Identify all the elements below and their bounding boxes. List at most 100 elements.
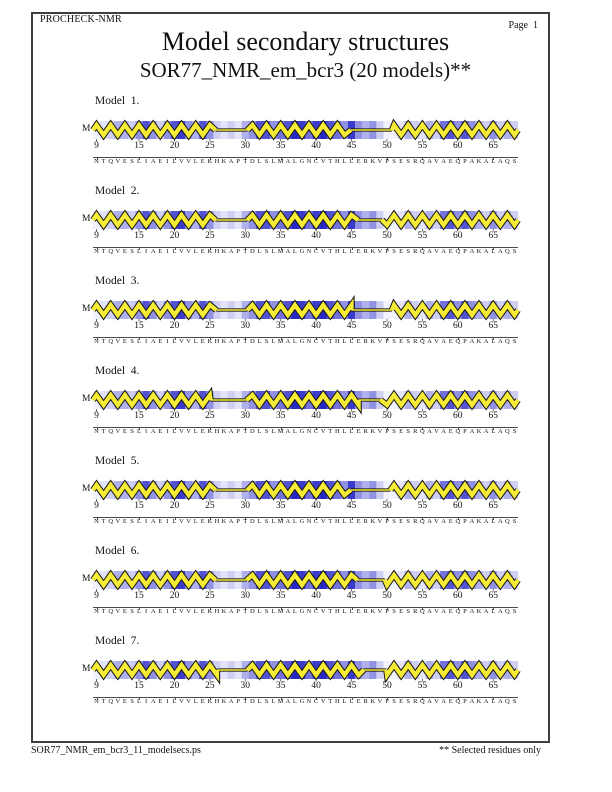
sequence-axis-tick bbox=[422, 248, 424, 250]
axis-tick-labels: 9 15 20 25 30 35 40 45 50 55 60 65 bbox=[80, 411, 540, 422]
chain-start-label: M bbox=[82, 574, 91, 584]
axis-tick-label: 50 bbox=[382, 681, 392, 691]
sequence-letter: A bbox=[228, 698, 234, 705]
secondary-structure-band bbox=[90, 295, 521, 322]
sequence-letter: E bbox=[399, 428, 404, 435]
sequence-letter: Q bbox=[420, 698, 425, 705]
sequence-letter: A bbox=[441, 248, 446, 255]
sequence-letter: K bbox=[476, 248, 482, 255]
sequence-letter: L bbox=[271, 248, 276, 255]
sequence-axis-tick bbox=[351, 698, 353, 700]
sequence-letter: T bbox=[243, 158, 248, 165]
sequence-letter: A bbox=[150, 338, 156, 345]
sequence-letter: S bbox=[512, 428, 517, 435]
sequence-letter: L bbox=[172, 608, 177, 615]
sequence-letter: S bbox=[130, 428, 134, 435]
axis-tick-label: 60 bbox=[453, 501, 463, 511]
sequence-letter: L bbox=[137, 338, 141, 345]
sequence-letter: Q bbox=[505, 518, 510, 525]
sequence-letter: Q bbox=[455, 248, 461, 255]
sequence-letter: V bbox=[186, 518, 191, 525]
sequence-letter: A bbox=[441, 428, 446, 435]
sequence-letter: V bbox=[434, 608, 439, 615]
chain-start-label: M bbox=[82, 484, 91, 494]
sequence-letter: Q bbox=[108, 158, 114, 165]
sequence-letter: N bbox=[306, 608, 312, 615]
sequence-letter: K bbox=[221, 248, 227, 255]
sequence-letter: Q bbox=[455, 338, 461, 345]
axis-tick-label: 55 bbox=[417, 231, 428, 241]
sequence-letter: P bbox=[236, 248, 240, 255]
sequence-letter: L bbox=[193, 698, 198, 705]
sequence-axis-tick bbox=[280, 428, 282, 430]
sequence-letter: A bbox=[427, 428, 432, 435]
sequence-letter: N bbox=[94, 158, 99, 165]
sequence-letter: V bbox=[434, 338, 439, 345]
axis-tick-label: 60 bbox=[453, 681, 463, 691]
sequence-axis-tick bbox=[245, 608, 247, 610]
sequence-letter: V bbox=[179, 608, 184, 615]
axis-tick-label: 30 bbox=[240, 681, 251, 691]
sequence-letter: V bbox=[179, 428, 184, 435]
sequence-axis-tick bbox=[280, 158, 282, 160]
sequence-axis-tick bbox=[493, 698, 495, 700]
sequence-letter: R bbox=[363, 518, 368, 525]
sequence-letter: L bbox=[137, 698, 141, 705]
sequence-axis-tick bbox=[422, 338, 424, 340]
sequence-axis-tick bbox=[209, 338, 211, 340]
axis-tick-label: 25 bbox=[205, 591, 215, 601]
sequence-letter: E bbox=[200, 518, 205, 525]
sequence-letter: E bbox=[356, 518, 361, 525]
sequence-letter: T bbox=[101, 338, 106, 345]
sequence-axis-line bbox=[93, 247, 518, 252]
sequence-letter: N bbox=[94, 428, 99, 435]
sequence-axis-tick bbox=[457, 608, 459, 610]
sequence-axis-line bbox=[93, 517, 518, 522]
sequence-letter: Q bbox=[505, 158, 510, 165]
sequence-letter: V bbox=[434, 518, 439, 525]
sequence-letter: A bbox=[427, 248, 432, 255]
sequence-letter: P bbox=[463, 608, 467, 615]
sequence-letter: K bbox=[370, 158, 376, 165]
sequence-letter: A bbox=[483, 248, 489, 255]
sequence-letter: S bbox=[392, 248, 396, 255]
sequence-letter: K bbox=[476, 428, 482, 435]
sequence-letter: Q bbox=[455, 518, 461, 525]
sequence-letter: L bbox=[349, 608, 354, 615]
sequence-letter: S bbox=[130, 248, 134, 255]
axis-tick-label: 30 bbox=[240, 501, 251, 511]
helix-ribbon bbox=[91, 211, 520, 229]
secondary-structure-band bbox=[90, 659, 521, 685]
sequence-letter: L bbox=[193, 428, 198, 435]
sequence-letter: Q bbox=[420, 158, 425, 165]
sequence-letter: N bbox=[94, 698, 99, 705]
axis-tick-label: 25 bbox=[205, 411, 215, 421]
sequence-letter: A bbox=[285, 698, 291, 705]
sequence-letter: V bbox=[186, 698, 191, 705]
axis-tick-label: 60 bbox=[453, 591, 463, 601]
axis-tick-label: 9 bbox=[94, 681, 99, 691]
sequence-axis-tick bbox=[422, 158, 424, 160]
sequence-axis-tick bbox=[96, 698, 98, 700]
axis-tick-label: 60 bbox=[453, 321, 463, 331]
sequence-letter: L bbox=[491, 248, 496, 255]
sequence-letter: V bbox=[179, 518, 184, 525]
sequence-letter: I bbox=[166, 518, 169, 525]
sequence-axis-tick bbox=[245, 518, 247, 520]
sequence-letter: K bbox=[370, 518, 376, 525]
sequence-letter: L bbox=[137, 428, 141, 435]
sequence-letter: L bbox=[193, 158, 198, 165]
sequence-axis-tick bbox=[493, 158, 495, 160]
sequence-letter: E bbox=[356, 428, 361, 435]
sequence-letter: S bbox=[130, 518, 134, 525]
sequence-letter: E bbox=[448, 698, 453, 705]
sequence-axis-tick bbox=[209, 158, 211, 160]
sequence-letter: K bbox=[207, 248, 213, 255]
sequence-letter: E bbox=[399, 518, 404, 525]
sequence-letter: A bbox=[483, 608, 489, 615]
helix-ribbon bbox=[91, 120, 520, 139]
sequence-axis-tick bbox=[174, 518, 176, 520]
axis-tick-label: 45 bbox=[346, 501, 357, 511]
